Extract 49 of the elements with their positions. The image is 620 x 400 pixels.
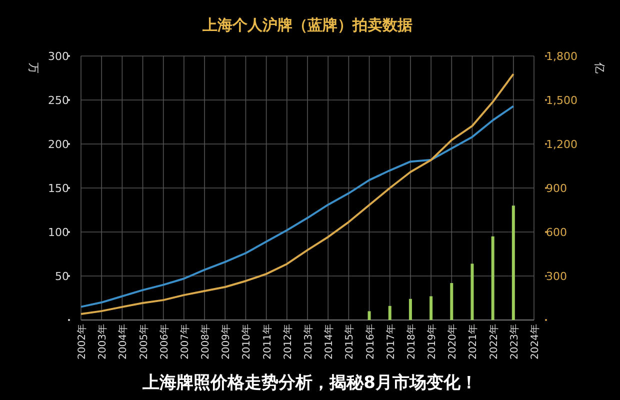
x-tick-label: 2017年 <box>384 324 397 360</box>
x-tick-label: 2023年 <box>508 324 520 360</box>
x-tick-label: 2011年 <box>261 324 274 360</box>
x-tick-label: 2024年 <box>529 324 541 360</box>
x-tick-label: 2013年 <box>302 324 314 360</box>
x-tick-label: 2004年 <box>117 324 130 360</box>
line-series <box>80 105 514 308</box>
x-tick-label: 2007年 <box>178 324 191 360</box>
line-series <box>80 73 514 315</box>
x-tick-label: 2006年 <box>158 324 170 360</box>
x-tick-label: 2005年 <box>138 324 150 360</box>
x-tick-label: 2020年 <box>446 324 459 360</box>
x-tick-label: 2016年 <box>364 324 376 360</box>
x-tick-label: 2022年 <box>488 324 500 360</box>
y2-tick-label: 1,500 <box>546 94 578 107</box>
y2-tick-label: 1,200 <box>546 138 578 151</box>
y-tick-label: 50 <box>55 270 69 283</box>
x-tick-label: 2021年 <box>467 324 480 360</box>
x-tick-label: 2015年 <box>344 324 356 360</box>
bar <box>408 298 412 320</box>
y-axis-title: 万 <box>27 62 40 74</box>
x-tick-label: 2003年 <box>96 324 109 360</box>
bar <box>368 311 371 320</box>
y2-axis-title: 亿 <box>593 62 606 74</box>
x-tick-label: 2009年 <box>220 324 232 360</box>
y2-tick-label: 300 <box>546 270 567 283</box>
bar <box>470 264 474 320</box>
y-tick-label: 250 <box>48 94 69 107</box>
bar <box>388 306 392 320</box>
y-tick-label: 150 <box>48 182 69 195</box>
y2-tick-label: 900 <box>546 182 567 195</box>
y-tick-label: 100 <box>48 226 69 239</box>
y-tick-label: 200 <box>48 138 69 151</box>
x-tick-label: 2012年 <box>282 324 294 360</box>
x-tick-label: 2010年 <box>240 324 253 360</box>
x-tick-label: 2019年 <box>426 324 438 360</box>
chart-title: 上海个人沪牌（蓝牌）拍卖数据 <box>202 16 412 34</box>
y-tick-label: 300 <box>48 50 69 63</box>
x-tick-label: 2018年 <box>405 324 418 360</box>
text: 上海牌照价格走势分析，揭秘8月市场变化！ <box>142 373 478 393</box>
bar <box>430 296 433 320</box>
y2-tick-label: 1,800 <box>546 50 578 63</box>
bar <box>450 283 454 320</box>
bar <box>512 206 515 320</box>
x-tick-label: 2008年 <box>200 324 212 360</box>
x-tick-label: 2014年 <box>323 324 336 360</box>
bar <box>491 236 494 320</box>
y2-tick-label: 600 <box>546 226 567 239</box>
x-tick-label: 2002年 <box>76 324 88 360</box>
